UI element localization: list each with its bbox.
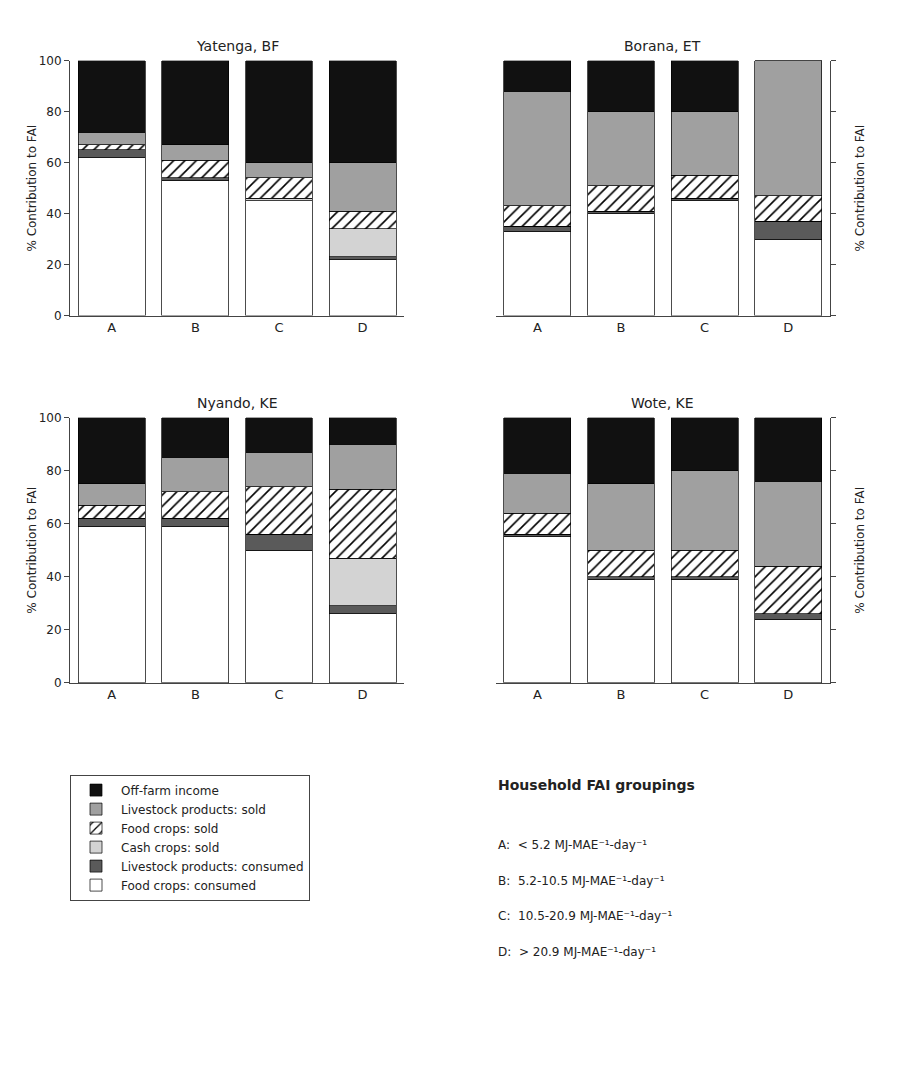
svg-text:B: B xyxy=(617,687,626,702)
svg-text:D: D xyxy=(358,320,368,335)
svg-text:B: B xyxy=(191,320,200,335)
svg-text:D: > 20.9 MJ-MAE⁻¹-day⁻¹: D: > 20.9 MJ-MAE⁻¹-day⁻¹ xyxy=(498,945,656,959)
svg-text:60: 60 xyxy=(46,156,61,170)
svg-text:% Contribution to FAI: % Contribution to FAI xyxy=(853,487,867,614)
svg-text:A: A xyxy=(533,687,542,702)
svg-text:Food crops: sold: Food crops: sold xyxy=(121,822,218,836)
svg-text:A: A xyxy=(533,320,542,335)
svg-text:40: 40 xyxy=(46,570,61,584)
svg-text:C: C xyxy=(274,687,283,702)
svg-text:0: 0 xyxy=(54,309,62,323)
svg-text:100: 100 xyxy=(39,54,62,68)
svg-text:Off-farm income: Off-farm income xyxy=(121,784,219,798)
svg-text:Nyando, KE: Nyando, KE xyxy=(197,395,278,411)
svg-text:D: D xyxy=(358,687,368,702)
svg-text:20: 20 xyxy=(46,258,61,272)
svg-text:80: 80 xyxy=(46,105,61,119)
svg-text:% Contribution to FAI: % Contribution to FAI xyxy=(853,125,867,252)
svg-text:D: D xyxy=(783,320,793,335)
svg-text:40: 40 xyxy=(46,207,61,221)
svg-text:Wote, KE: Wote, KE xyxy=(631,395,694,411)
svg-text:% Contribution to FAI: % Contribution to FAI xyxy=(25,125,39,252)
svg-text:% Contribution to FAI: % Contribution to FAI xyxy=(25,487,39,614)
svg-text:Livestock products: sold: Livestock products: sold xyxy=(121,803,266,817)
svg-text:20: 20 xyxy=(46,623,61,637)
svg-text:C: C xyxy=(700,687,709,702)
svg-text:A: < 5.2 MJ-MAE⁻¹-day⁻¹: A: < 5.2 MJ-MAE⁻¹-day⁻¹ xyxy=(498,838,647,852)
svg-text:A: A xyxy=(107,687,116,702)
svg-text:Livestock products: consumed: Livestock products: consumed xyxy=(121,860,304,874)
svg-text:C: C xyxy=(274,320,283,335)
svg-text:A: A xyxy=(107,320,116,335)
svg-text:Household FAI groupings: Household FAI groupings xyxy=(498,777,695,793)
svg-text:Yatenga, BF: Yatenga, BF xyxy=(196,38,279,54)
svg-text:B: 5.2-10.5 MJ-MAE⁻¹-day⁻¹: B: 5.2-10.5 MJ-MAE⁻¹-day⁻¹ xyxy=(498,874,665,888)
svg-text:Borana, ET: Borana, ET xyxy=(624,38,701,54)
svg-text:B: B xyxy=(617,320,626,335)
svg-text:100: 100 xyxy=(39,411,62,425)
svg-text:D: D xyxy=(783,687,793,702)
svg-text:60: 60 xyxy=(46,517,61,531)
svg-text:Food crops: consumed: Food crops: consumed xyxy=(121,879,256,893)
svg-text:C: 10.5-20.9 MJ-MAE⁻¹-day⁻¹: C: 10.5-20.9 MJ-MAE⁻¹-day⁻¹ xyxy=(498,909,672,923)
svg-text:C: C xyxy=(700,320,709,335)
svg-text:B: B xyxy=(191,687,200,702)
svg-text:Cash crops: sold: Cash crops: sold xyxy=(121,841,219,855)
svg-text:0: 0 xyxy=(54,676,62,690)
svg-text:80: 80 xyxy=(46,464,61,478)
